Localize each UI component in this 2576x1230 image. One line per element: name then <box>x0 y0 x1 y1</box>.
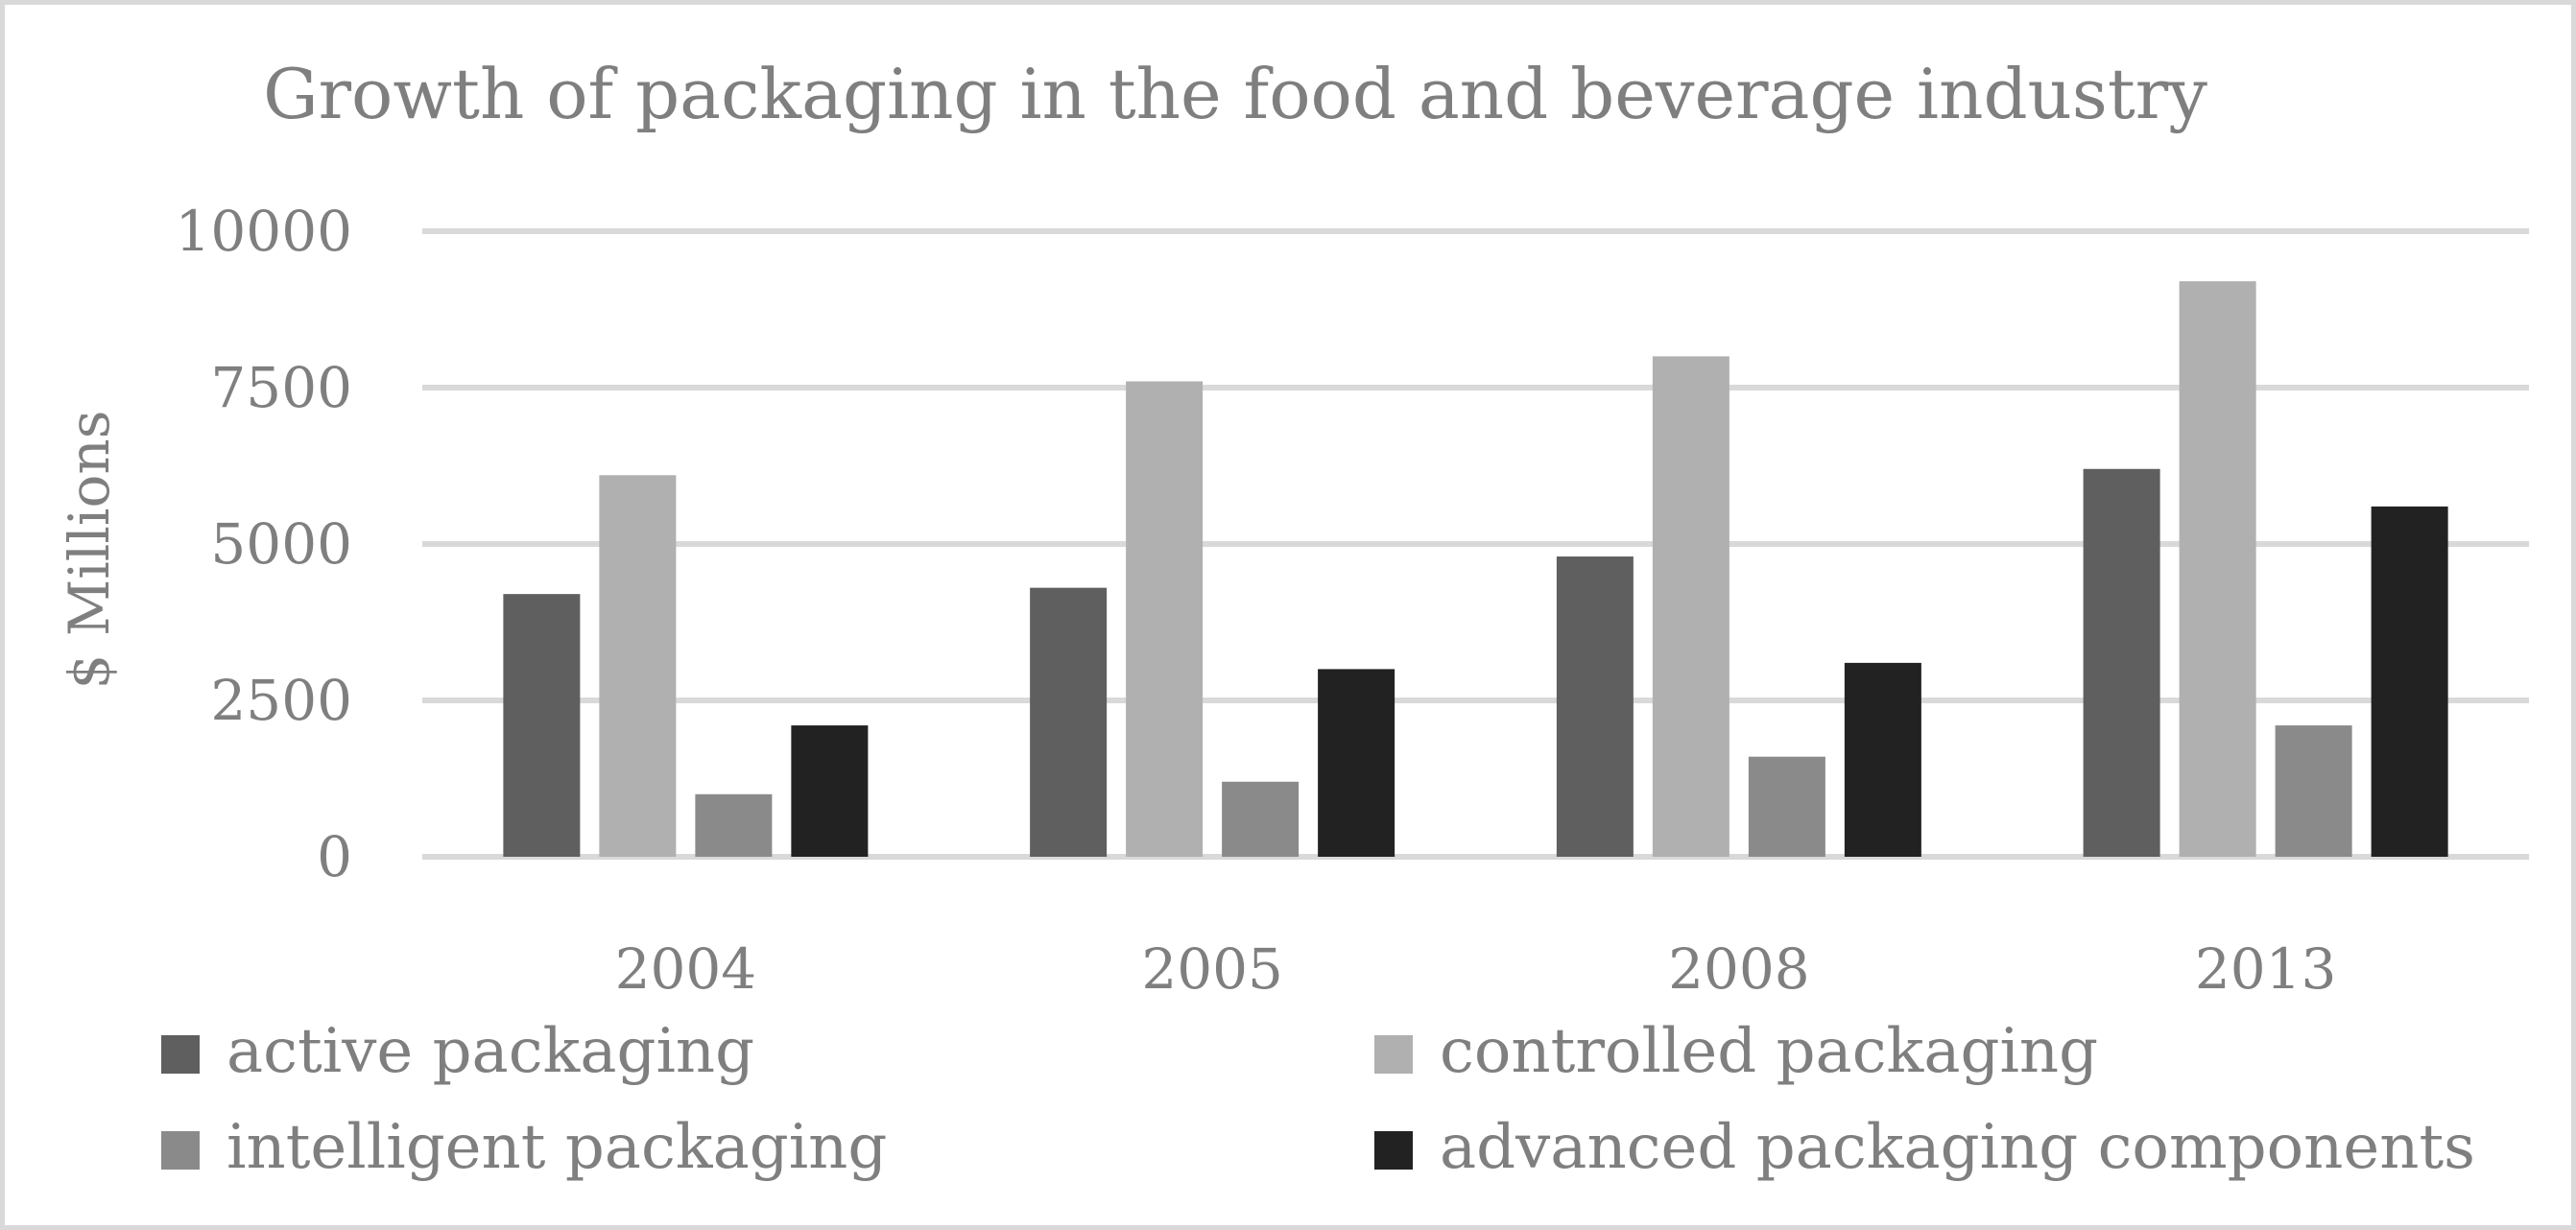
gridlines <box>422 228 2529 860</box>
y-tick-label: 10000 <box>175 199 352 264</box>
y-tick-label: 0 <box>317 824 352 889</box>
legend-swatch <box>1374 1131 1413 1170</box>
bar-advanced-packaging-components-2008 <box>1844 662 1921 857</box>
y-axis-label: $ Millions <box>57 411 122 690</box>
bar-intelligent-packaging-2013 <box>2275 725 2352 857</box>
legend-label: intelligent packaging <box>227 1112 887 1183</box>
x-tick-label: 2013 <box>2195 936 2337 1002</box>
bar-active-packaging-2004 <box>503 594 581 857</box>
legend-label: active packaging <box>227 1016 754 1087</box>
legend-label: advanced packaging components <box>1440 1112 2475 1183</box>
bars <box>503 281 2448 857</box>
legend-swatch <box>161 1131 200 1170</box>
bar-controlled-packaging-2008 <box>1652 356 1729 857</box>
y-tick-label: 7500 <box>210 355 352 420</box>
legend-swatch <box>161 1035 200 1074</box>
x-tick-label: 2004 <box>615 936 757 1002</box>
bar-intelligent-packaging-2004 <box>695 793 773 857</box>
bar-controlled-packaging-2005 <box>1126 381 1204 857</box>
x-tick-label: 2008 <box>1668 936 1810 1002</box>
x-tick-label: 2005 <box>1141 936 1283 1002</box>
bar-controlled-packaging-2013 <box>2179 281 2256 857</box>
bar-chart: Growth of packaging in the food and beve… <box>57 54 2529 1183</box>
bar-advanced-packaging-components-2005 <box>1318 669 1395 857</box>
y-tick-label: 2500 <box>210 668 352 733</box>
legend-label: controlled packaging <box>1440 1016 2098 1087</box>
bar-intelligent-packaging-2005 <box>1222 781 1300 857</box>
y-tick-label: 5000 <box>210 511 352 577</box>
legend-swatch <box>1374 1035 1413 1074</box>
bar-active-packaging-2013 <box>2083 468 2160 857</box>
bar-intelligent-packaging-2008 <box>1748 756 1825 857</box>
legend: active packaging controlled packaging inte… <box>161 1016 2475 1183</box>
bar-active-packaging-2008 <box>1556 556 1634 857</box>
bar-advanced-packaging-components-2004 <box>791 725 869 857</box>
x-tick-labels: 2004 2005 2008 2013 <box>615 936 2337 1002</box>
bar-active-packaging-2005 <box>1030 587 1108 857</box>
bar-advanced-packaging-components-2013 <box>2371 506 2448 857</box>
chart-title: Growth of packaging in the food and beve… <box>263 54 2207 134</box>
y-tick-labels: 0 2500 5000 7500 10000 <box>175 199 352 889</box>
bar-controlled-packaging-2004 <box>599 475 677 857</box>
